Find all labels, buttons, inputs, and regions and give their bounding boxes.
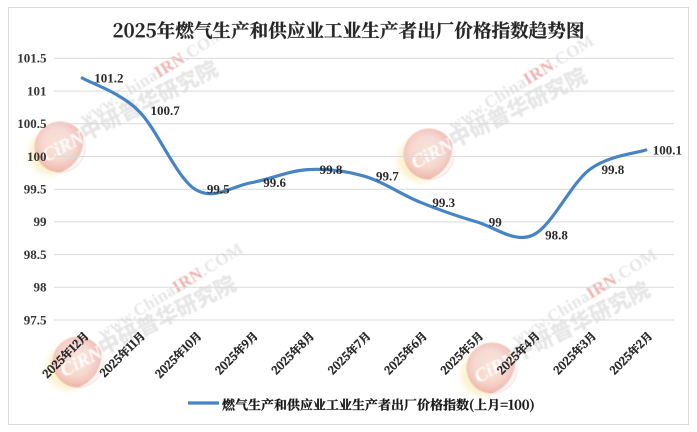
svg-text:101: 101: [27, 83, 47, 98]
svg-text:99.5: 99.5: [207, 182, 230, 197]
svg-text:99: 99: [489, 214, 503, 229]
svg-text:98.5: 98.5: [24, 247, 47, 262]
svg-text:99.5: 99.5: [24, 182, 47, 197]
svg-text:100.7: 100.7: [151, 103, 181, 118]
svg-text:99.6: 99.6: [263, 175, 286, 190]
svg-text:98.8: 98.8: [545, 228, 568, 243]
svg-text:99.7: 99.7: [376, 169, 399, 184]
svg-text:100.5: 100.5: [17, 116, 47, 131]
svg-text:99.8: 99.8: [320, 162, 343, 177]
svg-text:99.8: 99.8: [602, 162, 625, 177]
svg-text:100: 100: [27, 149, 47, 164]
svg-text:99: 99: [34, 214, 48, 229]
svg-text:99.3: 99.3: [432, 195, 455, 210]
svg-text:101.2: 101.2: [94, 71, 123, 86]
svg-text:98: 98: [34, 280, 48, 295]
svg-text:97.5: 97.5: [24, 312, 47, 327]
svg-text:100.1: 100.1: [653, 143, 682, 158]
svg-text:101.5: 101.5: [17, 51, 47, 66]
